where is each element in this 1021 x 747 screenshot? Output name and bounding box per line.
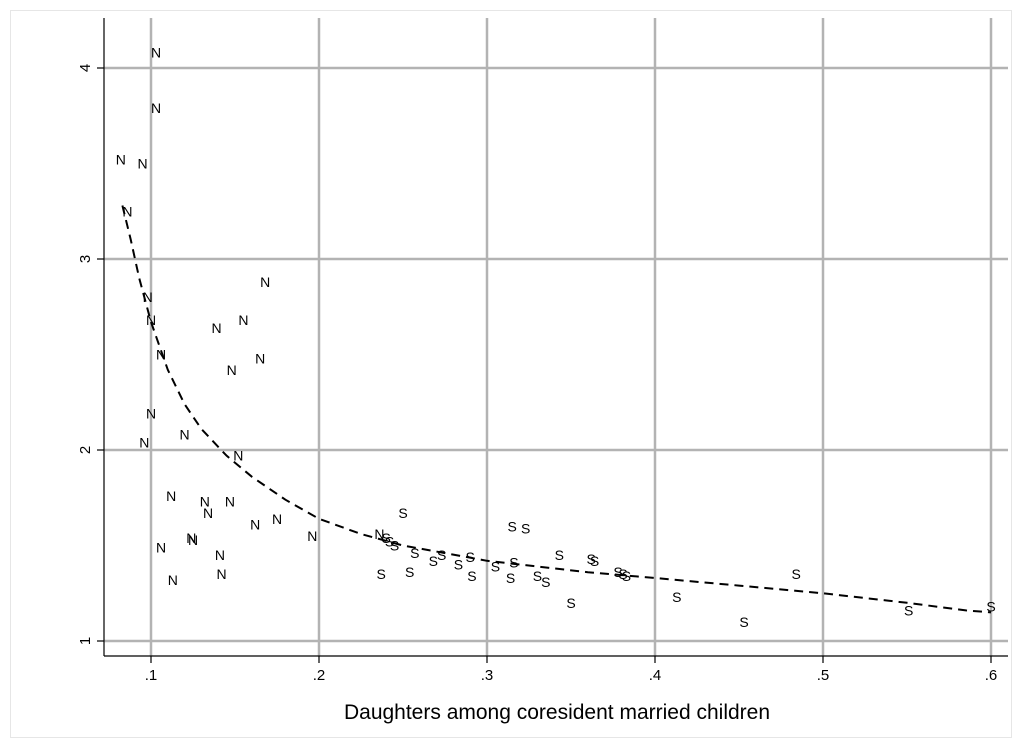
point-s: S bbox=[541, 574, 550, 590]
point-n: N bbox=[211, 320, 221, 336]
point-n: N bbox=[225, 494, 235, 510]
point-s: S bbox=[739, 614, 748, 630]
y-tick-label: 2 bbox=[77, 446, 94, 454]
x-tick-label: .1 bbox=[145, 667, 158, 684]
point-n: N bbox=[255, 350, 265, 366]
point-s: S bbox=[521, 520, 530, 536]
x-tick-label: .2 bbox=[313, 667, 326, 684]
point-n: N bbox=[203, 505, 213, 521]
point-n: N bbox=[166, 488, 176, 504]
point-s: S bbox=[533, 568, 542, 584]
point-s: S bbox=[382, 530, 391, 546]
y-tick-label: 3 bbox=[77, 255, 94, 263]
point-s: S bbox=[672, 589, 681, 605]
point-n: N bbox=[307, 528, 317, 544]
fitted-curve-layer bbox=[121, 205, 992, 614]
chart-frame bbox=[10, 10, 1012, 738]
point-n: N bbox=[250, 516, 260, 532]
point-n: N bbox=[122, 203, 132, 219]
point-n: N bbox=[151, 45, 161, 61]
fitted-curve bbox=[121, 205, 992, 614]
point-n: N bbox=[374, 526, 384, 542]
point-n: N bbox=[139, 434, 149, 450]
point-n: N bbox=[146, 312, 156, 328]
point-n: N bbox=[146, 406, 156, 422]
point-s: S bbox=[491, 559, 500, 575]
point-n: N bbox=[215, 547, 225, 563]
point-s: S bbox=[586, 551, 595, 567]
point-s: S bbox=[509, 555, 518, 571]
y-tick-label: 4 bbox=[77, 64, 94, 72]
point-n: N bbox=[156, 539, 166, 555]
axes: .1 .2 .3 .4 .5 .6 1 2 3 4 bbox=[77, 18, 1008, 684]
grid-lines bbox=[104, 18, 1008, 656]
point-n: N bbox=[188, 532, 198, 548]
point-s: S bbox=[467, 568, 476, 584]
point-s: S bbox=[618, 566, 627, 582]
point-n: N bbox=[180, 427, 190, 443]
point-n: N bbox=[186, 530, 196, 546]
x-axis-title: Daughters among coresident married child… bbox=[344, 701, 770, 724]
point-s: S bbox=[376, 566, 385, 582]
point-n: N bbox=[233, 448, 243, 464]
point-s: S bbox=[410, 545, 419, 561]
point-n: N bbox=[116, 152, 126, 168]
point-s: S bbox=[390, 538, 399, 554]
point-s: S bbox=[429, 553, 438, 569]
point-n: N bbox=[238, 312, 248, 328]
x-tick-label: .5 bbox=[817, 667, 830, 684]
point-n: N bbox=[216, 566, 226, 582]
point-s: S bbox=[454, 557, 463, 573]
point-n: N bbox=[272, 511, 282, 527]
x-tick-label: .6 bbox=[985, 667, 998, 684]
point-s: S bbox=[791, 566, 800, 582]
point-n: N bbox=[227, 362, 237, 378]
point-n: N bbox=[143, 289, 153, 305]
point-s: S bbox=[437, 547, 446, 563]
point-s: S bbox=[986, 599, 995, 615]
point-n: N bbox=[156, 347, 166, 363]
point-s: S bbox=[466, 549, 475, 565]
y-tick-label: 1 bbox=[77, 637, 94, 645]
point-n: N bbox=[138, 156, 148, 172]
point-s: S bbox=[405, 564, 414, 580]
point-n: N bbox=[168, 572, 178, 588]
point-s: S bbox=[398, 505, 407, 521]
x-tick-label: .4 bbox=[649, 667, 662, 684]
point-s: S bbox=[590, 553, 599, 569]
point-n: N bbox=[260, 274, 270, 290]
point-s: S bbox=[566, 595, 575, 611]
point-s: S bbox=[904, 602, 913, 618]
point-n: N bbox=[151, 100, 161, 116]
point-s: S bbox=[555, 547, 564, 563]
point-s: S bbox=[506, 570, 515, 586]
point-s: S bbox=[385, 534, 394, 550]
point-s: S bbox=[508, 518, 517, 534]
point-n: N bbox=[200, 494, 210, 510]
x-tick-label: .3 bbox=[481, 667, 494, 684]
point-s: S bbox=[613, 564, 622, 580]
point-s: S bbox=[622, 568, 631, 584]
